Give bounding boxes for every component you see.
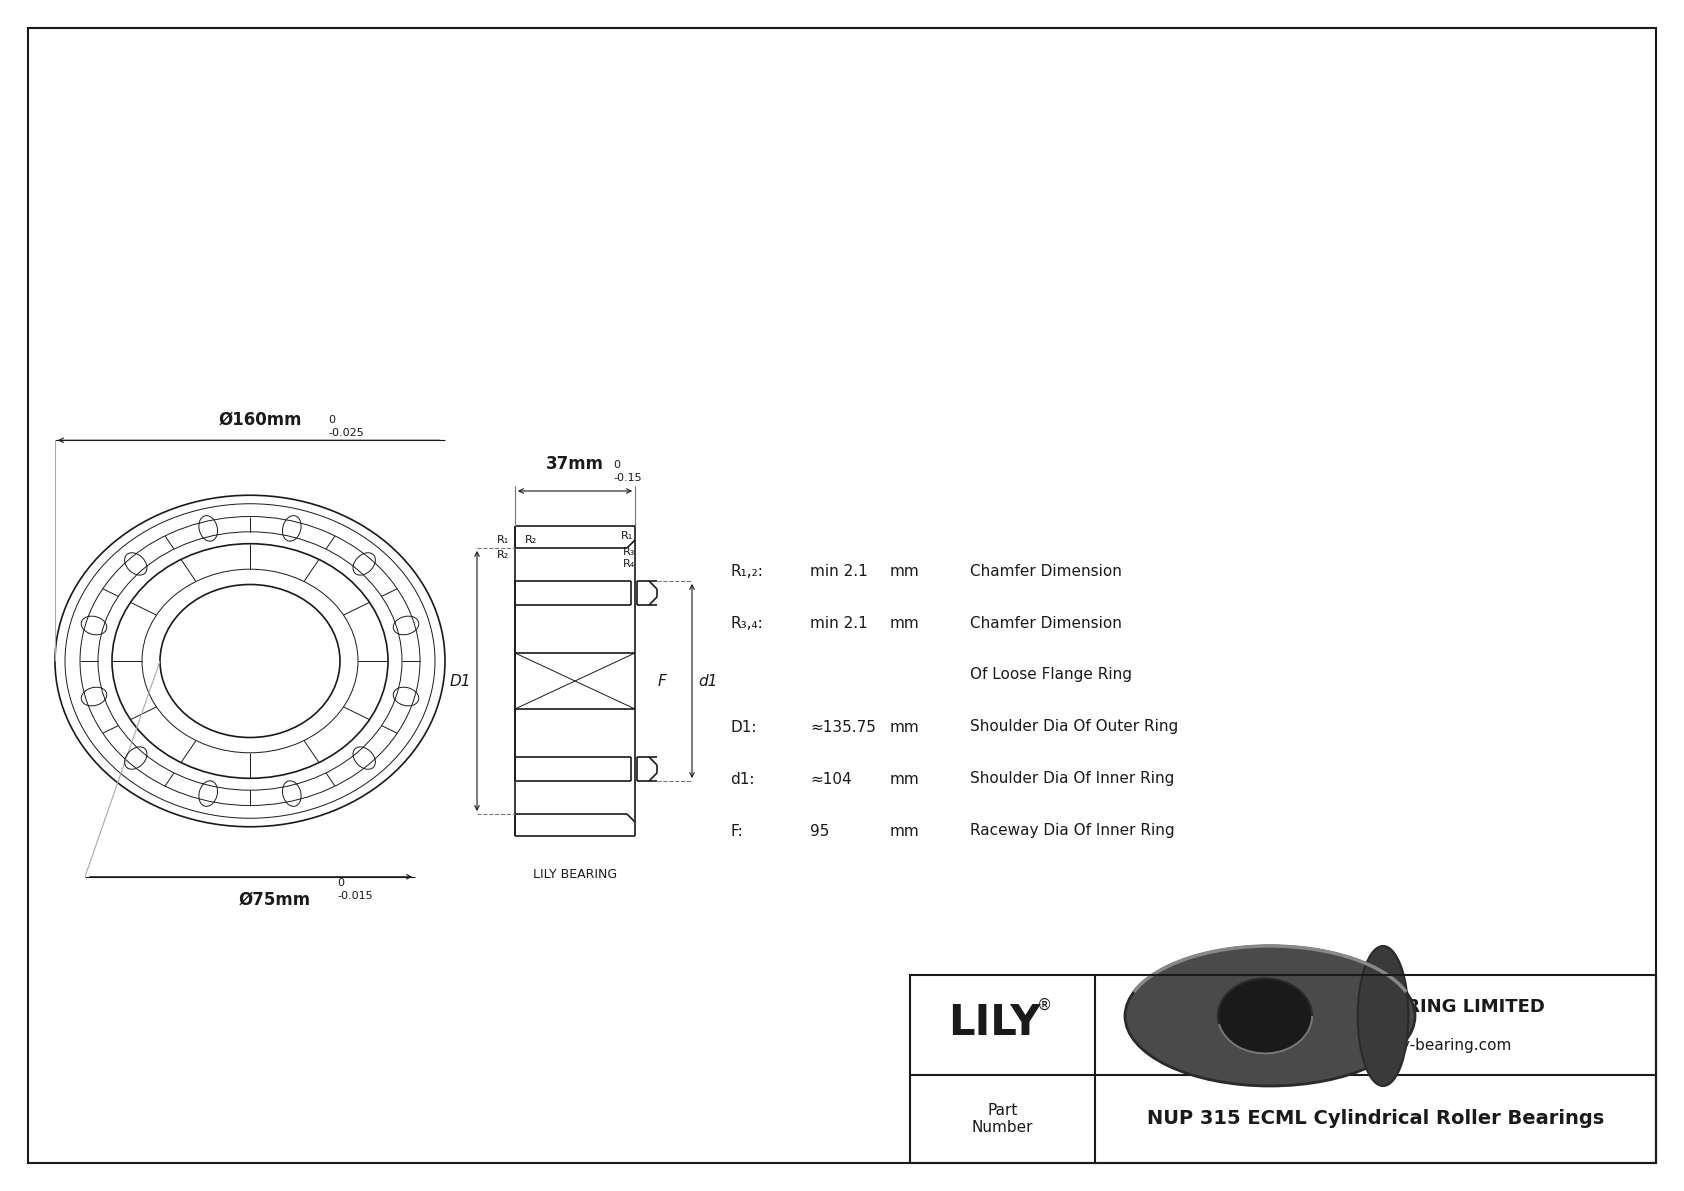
Text: mm: mm [891, 719, 919, 735]
Text: -0.15: -0.15 [613, 473, 642, 484]
Text: 37mm: 37mm [546, 455, 605, 473]
Text: Chamfer Dimension: Chamfer Dimension [970, 563, 1122, 579]
Text: R₃,₄:: R₃,₄: [729, 616, 763, 630]
Text: LILY BEARING: LILY BEARING [532, 868, 616, 881]
Text: Shoulder Dia Of Outer Ring: Shoulder Dia Of Outer Ring [970, 719, 1179, 735]
Text: D1:: D1: [729, 719, 756, 735]
Text: F: F [657, 673, 665, 688]
Text: R₂: R₂ [525, 535, 537, 545]
Text: Chamfer Dimension: Chamfer Dimension [970, 616, 1122, 630]
Text: d1:: d1: [729, 772, 754, 786]
Text: F:: F: [729, 823, 743, 838]
Text: NUP 315 ECML Cylindrical Roller Bearings: NUP 315 ECML Cylindrical Roller Bearings [1147, 1110, 1605, 1129]
Text: mm: mm [891, 616, 919, 630]
Ellipse shape [1218, 979, 1312, 1054]
Ellipse shape [1125, 946, 1415, 1086]
Text: Ø75mm: Ø75mm [239, 891, 312, 909]
Text: -0.025: -0.025 [328, 429, 364, 438]
Text: 0: 0 [613, 460, 620, 470]
Bar [909, 975, 1655, 1162]
Text: -0.015: -0.015 [337, 891, 372, 900]
Text: Ø160mm: Ø160mm [219, 410, 301, 429]
Text: R₁,₂:: R₁,₂: [729, 563, 763, 579]
Text: R₁: R₁ [497, 535, 509, 545]
Text: mm: mm [891, 563, 919, 579]
Text: min 2.1: min 2.1 [810, 563, 867, 579]
Text: Email: lilybearing@lily-bearing.com: Email: lilybearing@lily-bearing.com [1239, 1037, 1511, 1053]
Text: LILY: LILY [948, 1002, 1041, 1045]
Text: Raceway Dia Of Inner Ring: Raceway Dia Of Inner Ring [970, 823, 1175, 838]
Text: mm: mm [891, 823, 919, 838]
Ellipse shape [1357, 946, 1408, 1086]
Text: mm: mm [891, 772, 919, 786]
Text: SHANGHAI LILY BEARING LIMITED: SHANGHAI LILY BEARING LIMITED [1206, 998, 1544, 1016]
Text: R₄: R₄ [623, 559, 635, 569]
Text: d1: d1 [697, 673, 717, 688]
Text: min 2.1: min 2.1 [810, 616, 867, 630]
Text: R₃: R₃ [623, 547, 635, 557]
Text: ®: ® [1037, 998, 1052, 1012]
Text: R₁: R₁ [621, 531, 633, 541]
Text: Part
Number: Part Number [972, 1103, 1034, 1135]
Text: 0: 0 [328, 416, 335, 425]
Text: D1: D1 [450, 673, 472, 688]
Text: ≈135.75: ≈135.75 [810, 719, 876, 735]
Text: R₂: R₂ [497, 550, 509, 560]
Text: Shoulder Dia Of Inner Ring: Shoulder Dia Of Inner Ring [970, 772, 1174, 786]
Text: Of Loose Flange Ring: Of Loose Flange Ring [970, 667, 1132, 682]
Text: 95: 95 [810, 823, 830, 838]
Text: 0: 0 [337, 878, 344, 887]
Text: ≈104: ≈104 [810, 772, 852, 786]
